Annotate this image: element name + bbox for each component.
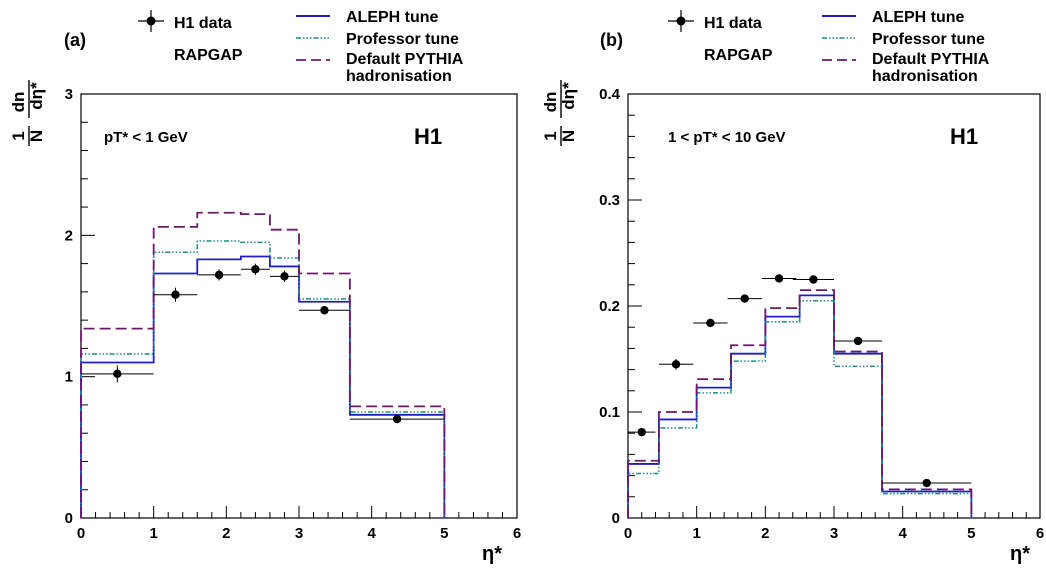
- panel-a-data-point: [320, 306, 329, 315]
- panel-a-xtick-label: 1: [149, 525, 157, 542]
- legend-a-professor-label: Professor tune: [346, 31, 459, 48]
- panel-b-series-professor: [627, 299, 973, 518]
- panel-b-data-point: [774, 274, 784, 283]
- panel-a-ylabel: 1 N dn dη*: [9, 80, 46, 146]
- panel-b-xlabel: η*: [1010, 543, 1030, 565]
- panel-b-data-point: [809, 275, 818, 284]
- legend-a-data-marker: [146, 16, 156, 26]
- panel-a-ytick-label: 2: [65, 227, 73, 244]
- ylabel-a-deta: dη*: [27, 82, 46, 110]
- panel-b-xtick-label: 6: [1036, 525, 1044, 542]
- legend-a-data-label: H1 data: [174, 15, 232, 32]
- panel-a-xtick-label: 5: [440, 525, 448, 542]
- panel-a-xtick-label: 3: [295, 525, 303, 542]
- panel-b-data-point: [922, 478, 931, 488]
- panel-a-plot-frame: [80, 93, 518, 519]
- legend-a-generator-label: RAPGAP: [174, 47, 243, 64]
- panel-a-xtick-label: 2: [222, 525, 230, 542]
- legend-a-default-label-2: hadronisation: [346, 68, 452, 85]
- panel-b-ytick-label: 0.2: [599, 298, 620, 315]
- panel-a-data-point: [113, 369, 122, 379]
- legend-b-aleph-label: ALEPH tune: [872, 9, 965, 26]
- panel-a-xlabel: η*: [482, 543, 502, 565]
- panel-a-plot: 0 1 2 3 4 5 6 0 1 2 3: [65, 86, 522, 542]
- panel-a-ytick-label: 3: [65, 86, 73, 103]
- legend-b-default-label-1: Default PYTHIA: [872, 51, 990, 68]
- panel-b-series-default: [627, 289, 973, 518]
- ylabel-b-one: 1: [541, 131, 560, 140]
- panel-b-xtick-label: 1: [692, 525, 700, 542]
- panel-b-cut-label: 1 < pT* < 10 GeV: [668, 129, 786, 146]
- panel-b-xtick-label: 3: [830, 525, 838, 542]
- ylabel-b-dn: dn: [541, 92, 560, 113]
- panel-b-xtick-label: 2: [761, 525, 769, 542]
- panel-a-ytick-label: 1: [65, 369, 73, 386]
- panel-a-label: (a): [64, 30, 86, 50]
- panel-a-data-point: [280, 272, 289, 281]
- panel-b-data-point: [853, 336, 863, 346]
- panel-a: (a) H1 data RAPGAP ALEPH tune Professor …: [9, 9, 521, 565]
- panel-b-ytick-label: 0: [612, 510, 620, 527]
- panel-b-label: (b): [600, 30, 623, 50]
- panel-b-xtick-label: 5: [967, 525, 975, 542]
- panel-b-legend: H1 data RAPGAP ALEPH tune Professor tune…: [668, 9, 990, 85]
- panel-a-data-point: [251, 265, 260, 274]
- panel-b: (b) H1 data RAPGAP ALEPH tune Professor …: [541, 9, 1044, 565]
- legend-b-default-label-2: hadronisation: [872, 68, 978, 85]
- legend-b-data-label: H1 data: [704, 15, 762, 32]
- legend-b-data-marker: [676, 16, 686, 26]
- panel-a-data-point: [171, 290, 180, 299]
- panel-b-xtick-label: 0: [624, 525, 632, 542]
- legend-a-default-label-1: Default PYTHIA: [346, 51, 464, 68]
- panel-b-data-point: [671, 360, 681, 369]
- panel-a-xtick-label: 0: [77, 525, 85, 542]
- panel-b-data-point: [706, 318, 715, 328]
- panel-b-ytick-label: 0.3: [599, 192, 620, 209]
- panel-b-experiment-label: H1: [950, 124, 978, 149]
- panel-b-ytick-label: 0.1: [599, 404, 620, 421]
- legend-b-professor-label: Professor tune: [872, 31, 985, 48]
- panel-b-data-point: [740, 294, 749, 303]
- panel-b-plot: 0 1 2 3 4 5 6 0 0.1 0.2 0.3 0.4: [599, 86, 1044, 542]
- legend-b-generator-label: RAPGAP: [704, 47, 773, 64]
- panel-a-legend: H1 data RAPGAP ALEPH tune Professor tune…: [138, 9, 464, 85]
- panel-a-series-professor: [80, 240, 446, 518]
- panel-a-series-default: [80, 211, 446, 518]
- ylabel-b-N: N: [559, 130, 578, 142]
- panel-a-cut-label: pT* < 1 GeV: [104, 129, 188, 146]
- panel-a-xtick-label: 4: [367, 525, 376, 542]
- panel-a-xtick-label: 6: [513, 525, 521, 542]
- panel-a-data-point: [214, 270, 224, 280]
- ylabel-a-N: N: [27, 130, 46, 142]
- panel-b-series-aleph: [627, 294, 973, 518]
- panel-a-data-point: [392, 414, 402, 424]
- ylabel-b-deta: dη*: [559, 82, 578, 110]
- panel-b-ylabel: 1 N dn dη*: [541, 80, 578, 146]
- ylabel-a-one: 1: [9, 131, 28, 140]
- panel-b-ytick-label: 0.4: [599, 86, 621, 103]
- panel-a-series-aleph: [80, 255, 446, 518]
- panel-b-xtick-label: 4: [898, 525, 907, 542]
- panel-a-experiment-label: H1: [414, 124, 442, 149]
- panel-b-data-point: [637, 427, 646, 437]
- ylabel-a-dn: dn: [9, 92, 28, 113]
- panel-a-ytick-label: 0: [65, 510, 73, 527]
- legend-a-aleph-label: ALEPH tune: [346, 9, 439, 26]
